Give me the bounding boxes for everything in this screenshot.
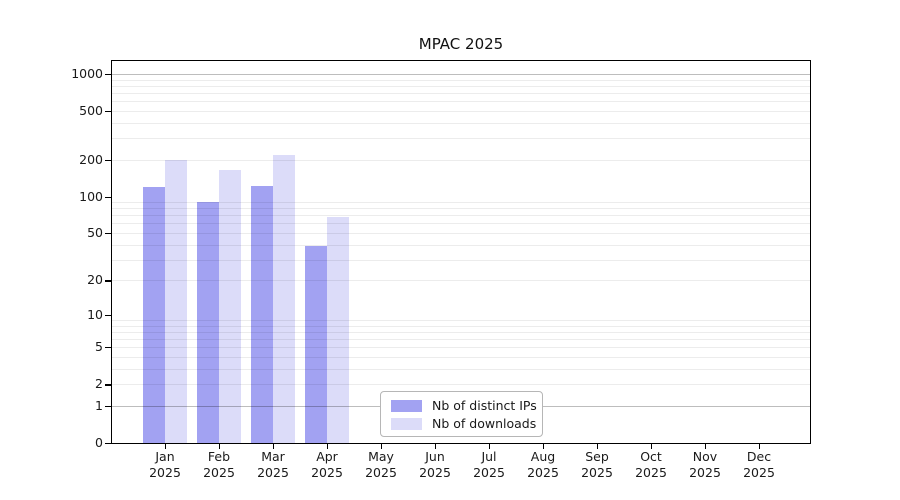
x-tick-mark xyxy=(651,443,653,449)
x-tick-mark xyxy=(273,443,275,449)
y-tick-label: 5 xyxy=(95,339,103,355)
y-tick-label: 100 xyxy=(79,188,103,204)
y-tick-mark xyxy=(105,405,111,408)
bar-downloads-apr-2025 xyxy=(327,216,349,443)
x-tick-label: Oct 2025 xyxy=(635,449,667,480)
y-tick-label: 50 xyxy=(87,224,103,240)
x-tick-label: Jul 2025 xyxy=(473,449,505,480)
x-tick-mark xyxy=(759,443,761,449)
x-tick-label: Feb 2025 xyxy=(203,449,235,480)
y-tick-label: 1 xyxy=(95,397,103,413)
legend-label-downloads: Nb of downloads xyxy=(432,416,537,431)
legend-swatch-distinct-ips-icon xyxy=(391,400,422,412)
y-tick-mark xyxy=(105,110,111,113)
y-tick-label: 2 xyxy=(95,376,103,392)
x-tick-mark xyxy=(705,443,707,449)
bar-downloads-mar-2025 xyxy=(273,154,295,443)
legend-entry-distinct-ips: Nb of distinct IPs xyxy=(391,397,542,415)
x-tick-mark xyxy=(381,443,383,449)
y-tick-label: 200 xyxy=(79,151,103,167)
y-tick-mark xyxy=(105,280,111,282)
y-tick-label: 500 xyxy=(79,102,103,118)
legend-entry-downloads: Nb of downloads xyxy=(391,415,542,433)
y-tick-mark xyxy=(105,443,111,445)
bar-downloads-jan-2025 xyxy=(165,160,187,443)
x-tick-mark xyxy=(165,443,167,449)
y-tick-label: 1000 xyxy=(71,66,103,81)
x-tick-label: Jun 2025 xyxy=(419,449,451,480)
x-tick-mark xyxy=(327,443,329,449)
chart-title: MPAC 2025 xyxy=(418,35,504,53)
x-tick-mark xyxy=(435,443,437,449)
y-tick-mark xyxy=(105,196,111,198)
x-tick-mark xyxy=(543,443,545,449)
y-gridline-minor xyxy=(112,79,810,81)
x-tick-label: Dec 2025 xyxy=(743,449,775,480)
x-tick-label: May 2025 xyxy=(365,449,397,480)
y-tick-label: 20 xyxy=(87,272,103,288)
y-gridline-minor xyxy=(112,159,810,161)
bar-distinct-ips-jan-2025 xyxy=(143,187,165,443)
y-gridline-major xyxy=(112,74,810,75)
legend: Nb of distinct IPs Nb of downloads xyxy=(380,391,543,437)
x-tick-label: Nov 2025 xyxy=(689,449,721,480)
y-tick-mark xyxy=(105,384,111,386)
y-gridline-minor xyxy=(112,93,810,95)
x-tick-label: Mar 2025 xyxy=(257,449,289,480)
y-gridline-minor xyxy=(112,101,810,103)
x-tick-label: Jan 2025 xyxy=(149,449,181,480)
y-gridline-minor xyxy=(112,110,810,112)
legend-swatch-downloads-icon xyxy=(391,418,422,430)
bar-downloads-feb-2025 xyxy=(219,169,241,443)
x-tick-mark xyxy=(597,443,599,449)
y-tick-mark xyxy=(105,159,111,161)
x-tick-mark xyxy=(219,443,221,449)
bar-distinct-ips-mar-2025 xyxy=(251,185,273,443)
y-gridline-minor xyxy=(112,138,810,140)
y-tick-mark xyxy=(105,74,111,76)
y-tick-mark xyxy=(105,232,111,235)
y-tick-label: 10 xyxy=(87,306,103,322)
y-gridline-minor xyxy=(112,85,810,87)
legend-label-distinct-ips: Nb of distinct IPs xyxy=(432,398,537,413)
x-tick-label: Sep 2025 xyxy=(581,449,613,480)
y-gridline-minor xyxy=(112,122,810,124)
x-tick-label: Aug 2025 xyxy=(527,449,559,480)
y-tick-mark xyxy=(105,347,111,349)
plot-area xyxy=(111,60,811,444)
x-tick-mark xyxy=(489,443,491,449)
y-tick-label: 0 xyxy=(95,435,103,450)
x-tick-label: Apr 2025 xyxy=(311,449,343,480)
y-tick-mark xyxy=(105,314,111,317)
bar-distinct-ips-apr-2025 xyxy=(305,245,327,443)
bar-distinct-ips-feb-2025 xyxy=(197,202,219,443)
